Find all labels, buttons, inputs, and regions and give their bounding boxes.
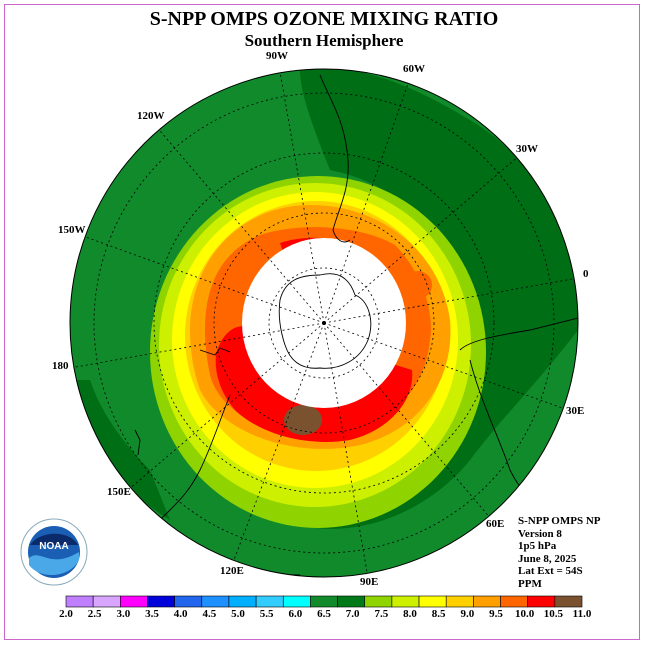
colorbar-swatch — [500, 595, 528, 608]
colorbar-tick-label: 7.0 — [345, 608, 360, 620]
colorbar-tick-label: 2.0 — [59, 608, 73, 620]
colorbar-swatch — [201, 595, 230, 608]
lon-label-180: 180 — [52, 360, 69, 372]
colorbar — [65, 595, 583, 608]
lon-label-120w: 120W — [137, 110, 165, 122]
colorbar-swatch — [228, 595, 257, 608]
ozone-blob-east — [404, 271, 432, 299]
info-block: S-NPP OMPS NP Version 8 1p5 hPa June 8, … — [518, 515, 601, 590]
info-date: June 8, 2025 — [518, 552, 577, 565]
latitude-circles — [93, 92, 555, 554]
colorbar-tick-label: 8.0 — [403, 608, 417, 620]
south-pole-dot — [322, 321, 326, 325]
colorbar-tick-label: 5.0 — [231, 608, 245, 620]
colorbar-tick-label: 4.0 — [173, 608, 188, 620]
lon-label-150w: 150W — [58, 224, 86, 236]
map-frame — [4, 4, 640, 640]
colorbar-tick-label: 2.5 — [87, 608, 102, 620]
colorbar-tick-label: 7.5 — [374, 608, 389, 620]
colorbar-swatch — [445, 595, 474, 608]
lon-label-30e: 30E — [566, 405, 585, 417]
colorbar-tick-label: 3.0 — [116, 608, 131, 620]
lon-label-120e: 120E — [220, 565, 244, 577]
noaa-logo: NOAA — [20, 518, 88, 586]
colorbar-tick-label: 8.5 — [431, 608, 446, 620]
info-version: Version 8 — [518, 527, 562, 540]
lon-label-60w: 60W — [403, 63, 425, 75]
colorbar-swatch — [255, 595, 284, 608]
colorbar-swatch — [147, 595, 175, 608]
colorbar-tick-label: 5.5 — [259, 608, 274, 620]
map-title: S-NPP OMPS OZONE MIXING RATIO — [149, 8, 499, 30]
map-outline — [69, 68, 579, 578]
colorbar-tick-label: 11.0 — [572, 608, 592, 620]
colorbar-swatch — [120, 595, 148, 608]
coast-south-america — [319, 74, 351, 243]
colorbar-tick-label: 10.0 — [515, 608, 535, 620]
lon-label-30w: 30W — [516, 143, 538, 155]
meridians — [70, 69, 578, 577]
info-lat-extent: Lat Ext = 54S — [518, 565, 583, 577]
info-pressure: 1p5 hPa — [518, 540, 557, 552]
colorbar-swatch — [310, 595, 338, 608]
lon-label-90e: 90E — [360, 576, 379, 588]
colorbar-swatch — [282, 595, 311, 608]
lon-label-90w: 90W — [266, 50, 288, 62]
colorbar-tick-label: 9.5 — [489, 608, 503, 620]
colorbar-swatch — [554, 595, 583, 608]
colorbar-swatch — [92, 595, 121, 608]
ozone-band-6p5-7 — [190, 69, 578, 529]
info-units: PPM — [518, 577, 542, 590]
colorbar-tick-label: 9.0 — [460, 608, 475, 620]
colorbar-swatch — [174, 595, 203, 608]
colorbar-tick-label: 3.5 — [145, 608, 159, 620]
ozone-band-10p5-11 — [284, 405, 322, 435]
colorbar-tick-label: 10.5 — [543, 608, 563, 620]
colorbar-swatch — [527, 595, 556, 608]
colorbar-swatch — [418, 595, 447, 608]
lon-label-0: 0 — [583, 268, 589, 280]
colorbar-tick-label: 6.0 — [288, 608, 303, 620]
lon-label-150e: 150E — [107, 486, 131, 498]
noaa-logo-text: NOAA — [39, 541, 68, 552]
colorbar-tick-label: 4.5 — [202, 608, 217, 620]
lon-label-60e: 60E — [486, 518, 505, 530]
colorbar-swatch — [391, 595, 420, 608]
colorbar-swatch — [65, 595, 94, 608]
coast-antarctica — [278, 273, 372, 369]
colorbar-tick-label: 6.5 — [317, 608, 331, 620]
colorbar-swatch — [473, 595, 501, 608]
info-instrument: S-NPP OMPS NP — [518, 515, 601, 527]
colorbar-swatch — [364, 595, 393, 608]
map-subtitle: Southern Hemisphere — [244, 31, 404, 50]
colorbar-swatch — [337, 595, 366, 608]
